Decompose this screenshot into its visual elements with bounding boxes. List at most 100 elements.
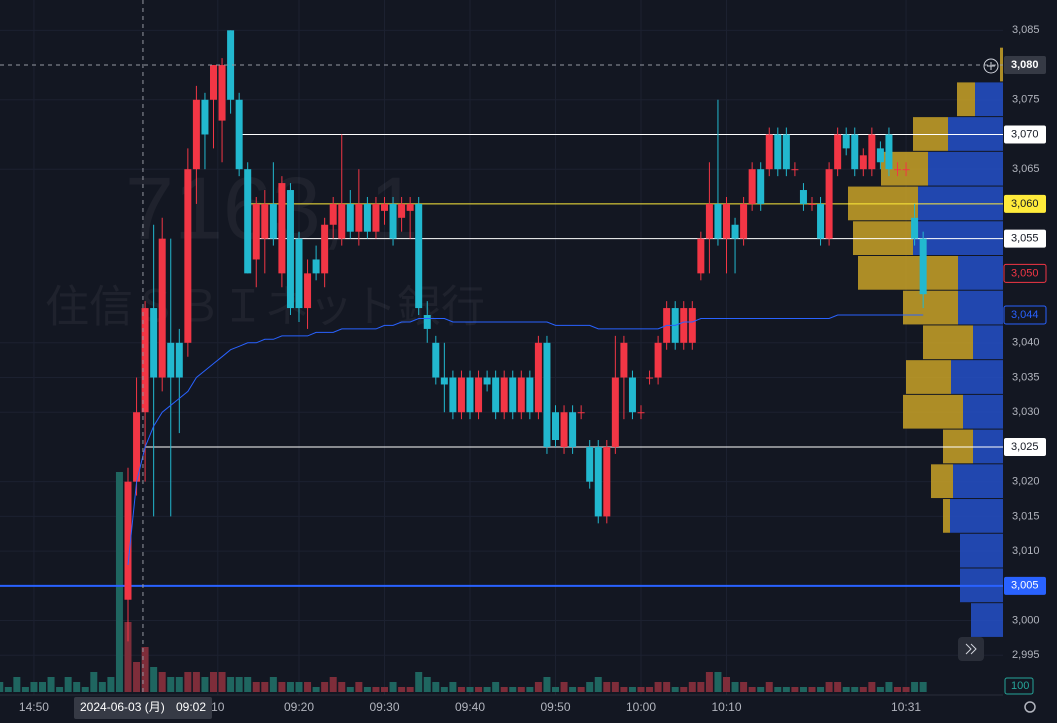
volume-bar [124, 622, 132, 692]
candle-body [799, 190, 807, 204]
candle-body [560, 412, 568, 447]
volume-bar [346, 687, 354, 692]
candle-body [842, 134, 850, 149]
candle-body [372, 203, 380, 232]
volume-bar [628, 687, 636, 692]
candle-body [611, 377, 619, 447]
profile-up [971, 603, 1003, 637]
candle-body [175, 342, 183, 378]
candle-body [509, 377, 517, 413]
candle-body [748, 169, 756, 204]
y-tick-label: 3,090 [1012, 0, 1040, 2]
candle-body [654, 342, 662, 378]
candle-body [500, 377, 508, 413]
volume-bar [21, 687, 29, 692]
candle-body [851, 134, 859, 170]
x-tick-label: 14:50 [19, 700, 49, 714]
candle-body [286, 190, 294, 309]
volume-bar [321, 682, 329, 692]
volume-bar [4, 687, 12, 692]
x-tick-label: 09:50 [540, 700, 570, 714]
volume-bar [509, 687, 517, 692]
volume-bar [603, 682, 611, 692]
volume-bar [115, 472, 123, 692]
axis-labels: 3,090 3,085 3,075 3,065 3,040 3,035 3,030 3,020… [1003, 0, 1047, 695]
y-tick-label: 3,020 [1012, 476, 1040, 488]
candle-body [483, 377, 491, 385]
y-tick-label: 3,040 [1012, 337, 1040, 349]
candle-body [432, 342, 440, 378]
volume-bar [363, 687, 371, 692]
add-icon [987, 62, 995, 70]
candle-body [252, 203, 260, 260]
volume-bar [654, 682, 662, 692]
volume-bar [47, 677, 55, 692]
volume-bar [244, 677, 252, 692]
candle-body [714, 203, 722, 239]
volume-bar [218, 672, 226, 692]
y-tick-label: 3,075 [1012, 94, 1040, 106]
vwap-line [127, 314, 924, 566]
candle-body [321, 224, 329, 274]
volume-bar [543, 677, 551, 692]
candle-body [269, 203, 277, 239]
candle-body [475, 377, 483, 413]
watermark-name: 住信ＳＢＩネット銀行 [45, 283, 485, 332]
price-label-box [1004, 125, 1046, 144]
candle-body [415, 203, 423, 309]
add-button[interactable] [983, 58, 999, 74]
volume-bar [201, 677, 209, 692]
volume-bar [210, 672, 217, 692]
volume-bar [885, 682, 893, 692]
candle-body [782, 134, 790, 170]
volume-bar [492, 682, 500, 692]
price-line-label: 3,055 [1011, 233, 1039, 245]
volume-bar [286, 682, 294, 692]
y-tick-label: 3,085 [1012, 24, 1040, 36]
volume-bar [808, 687, 816, 692]
candle-body [791, 169, 799, 171]
volume-bar [432, 682, 440, 692]
volume-bar [919, 682, 927, 692]
volume-bar [227, 677, 235, 692]
price-label-box [1004, 194, 1046, 213]
candle-body [192, 99, 200, 170]
volume-bar [774, 687, 782, 692]
volume-bar [842, 687, 850, 692]
y-tick-label: 3,065 [1012, 163, 1040, 175]
profile-up [958, 290, 1003, 325]
profile-up [958, 256, 1003, 290]
volume-bar [817, 687, 825, 692]
volume-bar [705, 672, 713, 692]
profile-down [858, 256, 958, 290]
candle-body [278, 183, 286, 274]
candle-body [466, 377, 474, 413]
price-label-box [1004, 229, 1046, 248]
volume-bar [723, 677, 730, 692]
volume-bar [731, 682, 739, 692]
volume-bar [235, 677, 243, 692]
settings-button[interactable] [1024, 701, 1036, 713]
volume-bar [98, 682, 106, 692]
volume-bar [552, 687, 559, 692]
volume-bar [859, 687, 867, 692]
candle-body [731, 224, 739, 239]
candle-body [346, 203, 354, 232]
volume-bar [569, 687, 577, 692]
candle-body [688, 308, 696, 343]
volume-bar [295, 682, 303, 692]
candle-body [834, 134, 842, 170]
candle-body [406, 203, 414, 211]
volume-bar [500, 687, 508, 692]
crosshair-price-label: 3,080 [1011, 59, 1039, 71]
candle-body [492, 377, 500, 413]
candle-body [757, 169, 765, 204]
volume-bar [757, 687, 765, 692]
volume-bar [329, 677, 337, 692]
time-labels: 14:50 10 09:20 09:30 09:40 09:50 10:00 10:10 10:… [19, 697, 921, 719]
candle-body [218, 65, 226, 121]
y-tick-label: 3,000 [1012, 614, 1040, 626]
candle-body [440, 377, 448, 385]
volume-bar [475, 687, 483, 692]
candle-body [885, 134, 893, 170]
